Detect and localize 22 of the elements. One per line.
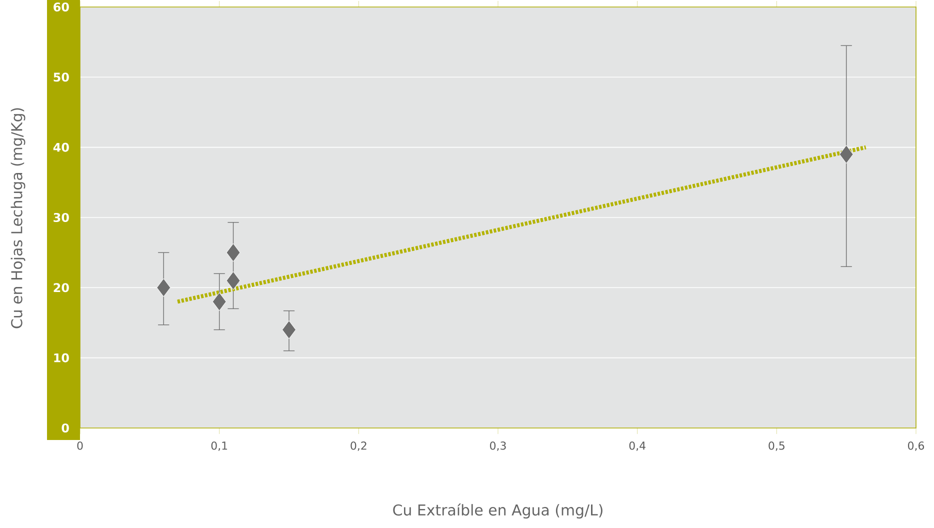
x-tick-label: 0,6 xyxy=(908,442,924,451)
y-tick-label: 40 xyxy=(53,142,69,152)
x-tick-label: 0,4 xyxy=(629,442,646,451)
point xyxy=(282,320,296,339)
point xyxy=(839,145,854,164)
x-axis-title: Cu Extraíble en Agua (mg/L) xyxy=(393,503,602,519)
y-tick-label: 0 xyxy=(62,423,69,433)
y-tick-label: 20 xyxy=(54,283,69,292)
x-tick-label: 0 xyxy=(77,442,83,450)
y-axis-title: Cu en Hojas Lechuga (mg/Kg) xyxy=(10,108,26,328)
y-tick-label: 60 xyxy=(54,2,69,12)
x-tick-label: 0,5 xyxy=(768,442,784,451)
x-tick-label: 0,3 xyxy=(490,442,506,451)
y-tick-label: 30 xyxy=(54,212,69,222)
point xyxy=(226,243,240,262)
y-tick-label: 50 xyxy=(54,72,69,82)
point xyxy=(212,292,226,311)
point xyxy=(226,271,240,290)
x-tick-label: 0,2 xyxy=(350,442,366,451)
point xyxy=(156,278,171,297)
y-tick-label: 10 xyxy=(54,353,69,362)
x-tick-label: 0,1 xyxy=(211,442,228,451)
